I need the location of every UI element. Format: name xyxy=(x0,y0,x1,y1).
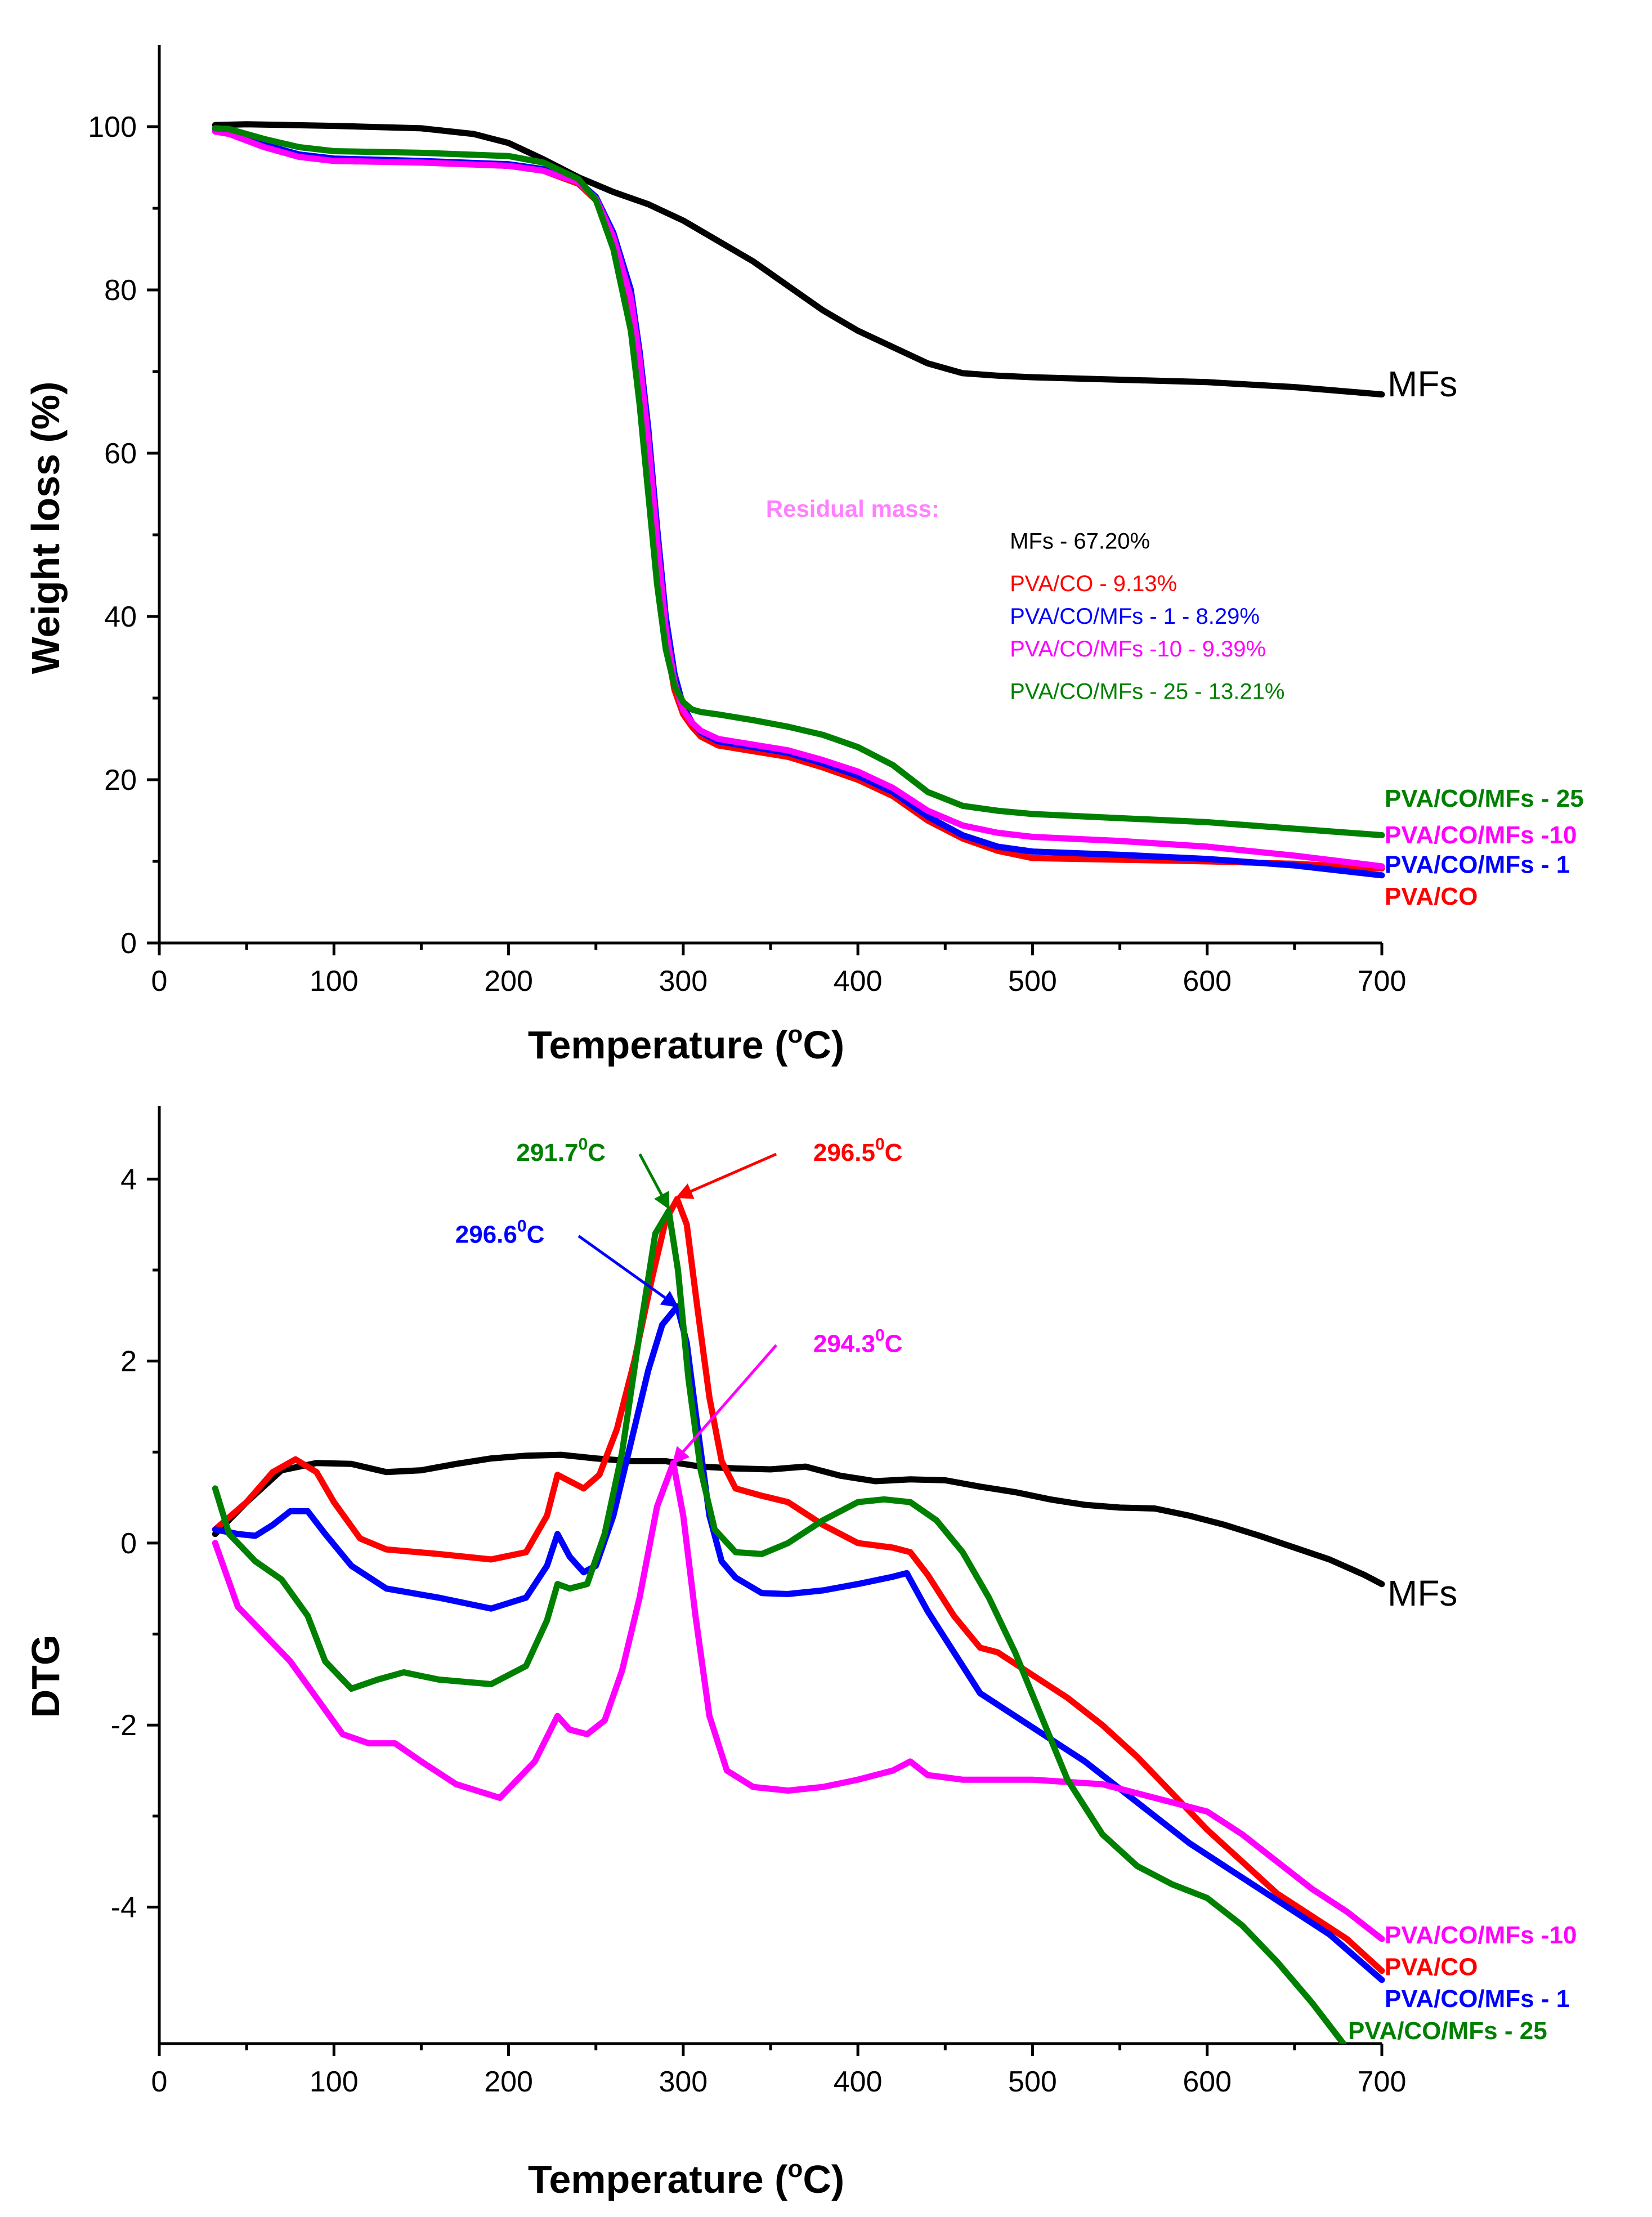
dtg-series-mfs xyxy=(212,1451,1385,1588)
peak-arrow-294-3 xyxy=(672,1344,778,1464)
tga-y-tick-label: 80 xyxy=(104,274,137,307)
dtg-end-label-pva-co-mfs-10: PVA/CO/MFs -10 xyxy=(1385,1921,1577,1949)
dtg-x-tick-label: 400 xyxy=(834,2066,883,2098)
dtg-series-pva-co-mfs-25 xyxy=(212,1208,1347,2044)
dtg-end-label-mfs: MFs xyxy=(1387,1573,1457,1613)
tga-series-pva-co-mfs-25 xyxy=(212,125,1385,838)
peak-label-294-3: 294.30C xyxy=(813,1326,903,1357)
residual-mass-entry-pva-co-9-13: PVA/CO - 9.13% xyxy=(1010,571,1177,596)
tga-x-tick-label: 200 xyxy=(484,965,533,998)
tga-x-tick-label: 400 xyxy=(834,965,883,998)
dtg-x-tick-label: 600 xyxy=(1183,2066,1232,2098)
tga-y-tick-label: 100 xyxy=(88,111,137,144)
residual-mass-entry-pva-co-mfs-25-13-21: PVA/CO/MFs - 25 - 13.21% xyxy=(1010,679,1284,704)
tga-end-label-pva-co: PVA/CO xyxy=(1385,883,1478,910)
residual-mass-entry-pva-co-mfs-1-8-29: PVA/CO/MFs - 1 - 8.29% xyxy=(1010,604,1260,629)
dtg-end-label-pva-co: PVA/CO xyxy=(1385,1954,1478,1981)
tga-x-tick-label: 0 xyxy=(151,965,168,998)
tga-x-tick-label: 300 xyxy=(659,965,708,998)
dtg-x-tick-label: 200 xyxy=(484,2066,533,2098)
tga-end-label-pva-co-mfs-10: PVA/CO/MFs -10 xyxy=(1385,821,1577,849)
residual-mass-entry-mfs-67-20: MFs - 67.20% xyxy=(1010,529,1150,554)
tga-y-tick-label: 60 xyxy=(104,437,137,470)
dtg-x-tick-label: 500 xyxy=(1008,2066,1057,2098)
tga-x-tick-label: 100 xyxy=(310,965,359,998)
tga-end-label-mfs: MFs xyxy=(1387,364,1457,404)
dtg-x-axis-title: Temperature (oC) xyxy=(528,2155,844,2201)
peak-label-296-6: 296.60C xyxy=(455,1217,545,1248)
dtg-series-pva-co-mfs-1 xyxy=(212,1303,1385,1983)
tga-x-tick-label: 500 xyxy=(1008,965,1057,998)
dtg-series-pva-co xyxy=(212,1196,1385,1974)
dtg-x-tick-label: 100 xyxy=(310,2066,359,2098)
dtg-y-axis-title: DTG xyxy=(24,1635,68,1718)
dtg-series-pva-co-mfs-10 xyxy=(212,1460,1385,1942)
tga-panel: 0 100 200 300 400 500 600 700 0 20 40 60 80 100 Temper… xyxy=(24,45,1584,1067)
peak-label-296-5: 296.50C xyxy=(813,1135,903,1166)
tga-y-tick-label: 0 xyxy=(120,927,137,960)
peak-arrow-296-6 xyxy=(577,1235,679,1308)
dtg-y-tick-label: -4 xyxy=(111,1892,137,1924)
tga-y-axis-title: Weight loss (%) xyxy=(24,382,68,674)
residual-mass-entry-pva-co-mfs-10-9-39: PVA/CO/MFs -10 - 9.39% xyxy=(1010,637,1266,661)
dtg-x-tick-label: 700 xyxy=(1358,2066,1407,2098)
dtg-y-tick-label: 4 xyxy=(120,1163,137,1196)
peak-arrow-296-5 xyxy=(675,1152,777,1199)
tga-x-tick-label: 700 xyxy=(1358,965,1407,998)
dtg-x-tick-label: 0 xyxy=(151,2066,168,2098)
tga-end-label-pva-co-mfs-25: PVA/CO/MFs - 25 xyxy=(1385,785,1584,812)
tga-series-mfs xyxy=(212,121,1385,398)
tga-x-axis-title: Temperature (oC) xyxy=(528,1021,844,1067)
tga-y-tick-label: 20 xyxy=(104,764,137,797)
dtg-y-tick-label: 2 xyxy=(120,1346,137,1378)
dtg-panel: 0 100 200 300 400 500 600 700 -4 -2 0 2 4 Temperature… xyxy=(24,1106,1577,2201)
tga-y-tick-label: 40 xyxy=(104,601,137,633)
residual-mass-title: Residual mass: xyxy=(766,495,939,522)
dtg-end-label-pva-co-mfs-1: PVA/CO/MFs - 1 xyxy=(1385,1985,1570,2013)
dtg-y-tick-label: -2 xyxy=(111,1709,137,1742)
tga-end-label-pva-co-mfs-1: PVA/CO/MFs - 1 xyxy=(1385,851,1570,878)
dtg-y-tick-label: 0 xyxy=(120,1527,137,1560)
dtg-x-tick-label: 300 xyxy=(659,2066,708,2098)
peak-arrow-291-7 xyxy=(638,1153,670,1210)
dtg-end-label-pva-co-mfs-25: PVA/CO/MFs - 25 xyxy=(1348,2017,1547,2045)
tga-x-tick-label: 600 xyxy=(1183,965,1232,998)
peak-label-291-7: 291.70C xyxy=(516,1135,606,1166)
